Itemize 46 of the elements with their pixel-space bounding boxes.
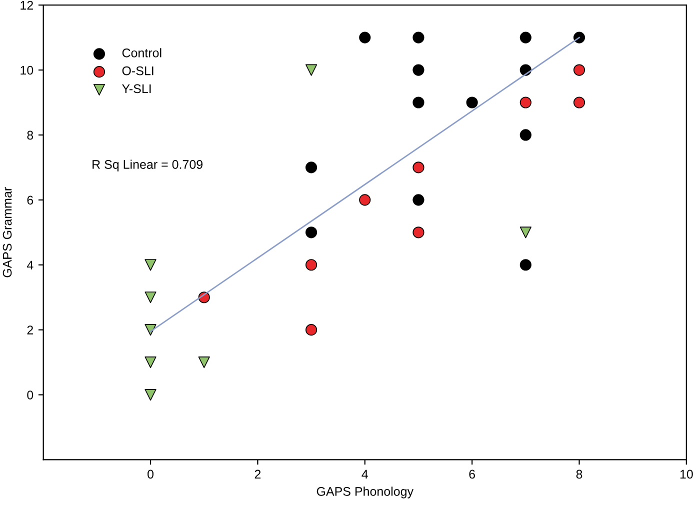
point xyxy=(573,96,586,108)
x-tick-label: 4 xyxy=(362,470,368,479)
x-tick-label: 0 xyxy=(148,470,154,479)
point xyxy=(305,64,318,76)
point xyxy=(520,226,532,238)
point xyxy=(573,64,586,76)
point xyxy=(144,356,156,368)
y-tick-label: 4 xyxy=(26,260,34,270)
point xyxy=(412,226,424,238)
y-axis-title: GAPS Grammar xyxy=(2,187,12,278)
y-tick-label: 12 xyxy=(20,0,33,10)
point xyxy=(305,226,318,238)
x-tick-label: 2 xyxy=(254,470,261,479)
x-tick-label: 8 xyxy=(576,470,582,479)
point xyxy=(573,32,586,44)
point xyxy=(144,259,156,271)
point xyxy=(412,32,424,44)
y-tick-label: 6 xyxy=(27,196,34,205)
point xyxy=(412,96,424,108)
legend-label: Y-SLI xyxy=(122,84,151,94)
point xyxy=(198,356,210,368)
point xyxy=(359,32,371,44)
point xyxy=(412,194,424,206)
point xyxy=(144,292,156,304)
point xyxy=(466,96,478,108)
point xyxy=(305,259,318,271)
point xyxy=(144,388,156,401)
legend-label: O-SLI xyxy=(122,66,154,76)
y-tick-label: 8 xyxy=(27,130,34,140)
point xyxy=(520,129,532,141)
point xyxy=(520,96,532,108)
point xyxy=(359,194,371,206)
x-tick-label: 10 xyxy=(680,470,693,479)
annotation: R Sq Linear = 0.709 xyxy=(92,160,203,172)
y-tick-label: 10 xyxy=(20,66,34,75)
point xyxy=(520,32,532,44)
point xyxy=(305,162,318,174)
x-tick-label: 6 xyxy=(469,470,475,479)
point xyxy=(412,162,424,174)
point xyxy=(412,64,424,76)
y-tick-label: 0 xyxy=(27,390,34,400)
point xyxy=(305,324,318,336)
legend-label: Control xyxy=(122,48,162,58)
x-axis-title: GAPS Phonology xyxy=(316,486,414,498)
point xyxy=(520,259,532,271)
y-tick-label: 2 xyxy=(27,326,33,334)
